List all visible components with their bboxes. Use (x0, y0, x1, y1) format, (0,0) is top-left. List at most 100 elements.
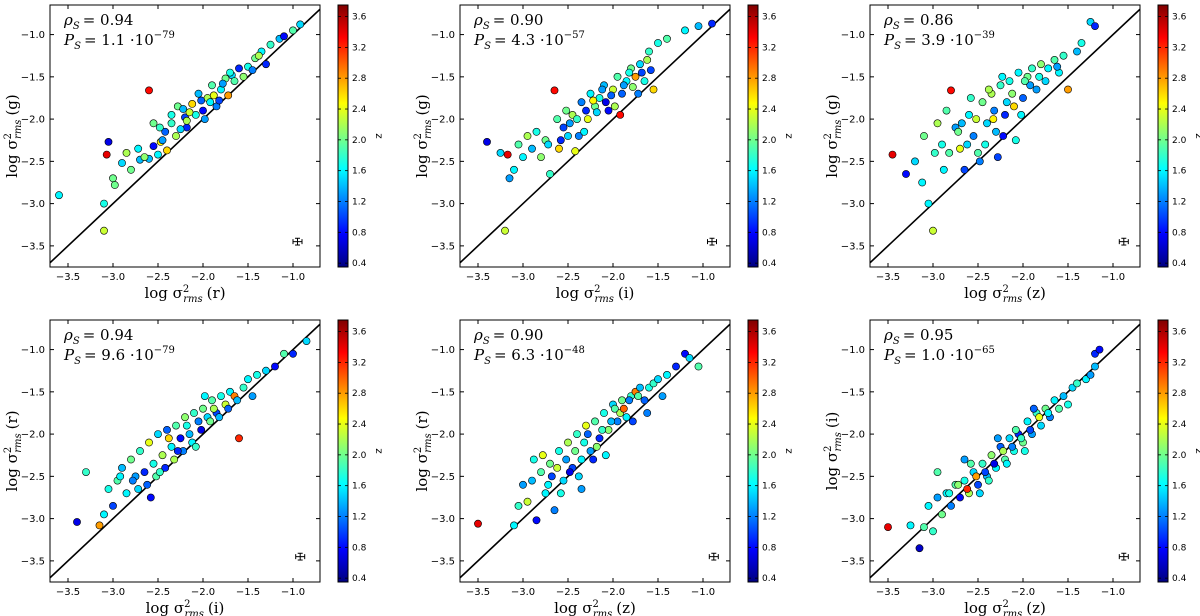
x-tick-label: −1.5 (646, 587, 670, 598)
panel-r_vs_i: −3.5 −3.0 −2.5 −2.0 −1.5 −1.0 −3.5 −3.0 −2.5 −2.0… (3, 319, 384, 616)
y-tick-label: −2.5 (841, 472, 865, 483)
data-point (143, 480, 152, 489)
data-point (127, 455, 135, 464)
plot-frame (459, 319, 731, 583)
data-point (248, 392, 257, 400)
data-point (586, 447, 595, 455)
x-tick-label: −1.5 (1056, 272, 1080, 283)
data-point (933, 119, 942, 128)
x-axis-label: log σ2 rms (z) (964, 599, 1046, 616)
data-point (966, 459, 975, 468)
data-point (564, 132, 572, 140)
data-point (1055, 404, 1063, 413)
data-point (1077, 39, 1086, 47)
data-point (583, 430, 592, 438)
y-tick-label: −2.5 (431, 157, 455, 168)
y-tick-label: −1.0 (21, 345, 45, 356)
data-point (984, 85, 993, 94)
one-to-one-line (460, 323, 730, 579)
spearman-rho: ρS = 0.86 (883, 11, 953, 32)
colorbar-tick-label: 1.2 (762, 198, 776, 208)
plot-frame (49, 319, 321, 583)
colorbar-tick-label: 1.6 (762, 482, 777, 492)
data-point (209, 91, 218, 100)
one-to-one-line (460, 8, 730, 264)
data-point (82, 468, 90, 476)
data-point (501, 226, 509, 235)
colorbar-tick-label: 2.4 (1172, 420, 1187, 430)
typical-error-bar (1118, 552, 1129, 561)
data-point (945, 489, 954, 498)
data-point (601, 98, 610, 107)
panel-g_vs_z: −3.5 −3.0 −2.5 −2.0 −1.5 −1.0 −3.5 −3.0 −2.5 −2.0… (823, 4, 1200, 305)
panel-g_vs_r: −3.5 −3.0 −2.5 −2.0 −1.5 −1.0 −3.5 −3.0 −2.5 −2.0… (3, 4, 384, 305)
spearman-p-value: PS = 9.6 ·10−79 (63, 345, 175, 367)
spearman-rho: ρS = 0.94 (63, 11, 133, 32)
data-point (999, 447, 1008, 455)
colorbar-tick-label: 3.2 (1172, 43, 1186, 53)
data-point (556, 489, 565, 498)
x-tick-label: −2.0 (601, 587, 625, 598)
data-point (164, 434, 173, 443)
data-point (974, 148, 982, 157)
data-point (559, 476, 568, 485)
y-axis-label: log σ2rms(i) (823, 412, 844, 491)
colorbar-tick-label: 1.6 (1172, 482, 1187, 492)
colorbar-tick-label: 2.0 (762, 136, 777, 146)
data-point (172, 421, 180, 430)
x-tick-label: −2.5 (146, 272, 170, 283)
data-point (253, 370, 261, 379)
data-point (528, 144, 536, 153)
colorbar-tick-label: 3.2 (1172, 358, 1186, 368)
data-point (963, 485, 972, 493)
data-point (200, 392, 209, 400)
data-point (145, 86, 153, 95)
data-point (302, 337, 311, 345)
spearman-rho: ρS = 0.90 (473, 326, 543, 347)
data-point (208, 396, 216, 405)
data-point (888, 150, 897, 159)
colorbar-tick-label: 2.4 (1172, 105, 1187, 115)
data-point (1035, 72, 1044, 81)
data-point (580, 438, 589, 447)
x-tick-label: −3.5 (56, 272, 80, 283)
data-point (600, 409, 608, 417)
data-point (176, 434, 185, 443)
data-point (532, 127, 541, 136)
data-point (598, 425, 607, 434)
data-point (1020, 77, 1029, 85)
data-point (235, 434, 243, 443)
y-tick-label: −2.5 (841, 157, 865, 168)
x-axis-label: log σ2 rms (z) (964, 284, 1046, 305)
data-point (565, 119, 574, 128)
data-point (622, 413, 631, 422)
x-tick-label: −1.0 (691, 587, 715, 598)
data-point (654, 375, 662, 384)
data-point (938, 510, 946, 519)
spearman-p-value: PS = 1.0 ·10−65 (883, 345, 995, 367)
y-axis-label: log σ2rms(g) (3, 94, 24, 178)
data-point (646, 66, 655, 74)
data-point (1011, 136, 1020, 145)
data-point (280, 32, 288, 41)
data-point (1073, 47, 1081, 56)
typical-error-bar (1118, 237, 1129, 246)
x-tick-label: −2.0 (1011, 272, 1035, 283)
data-point (514, 140, 523, 149)
data-point (963, 140, 972, 149)
colorbar: 0.4 0.8 1.2 1.6 2.0 2.4 2.8 3.2 3.6 z (1157, 4, 1200, 269)
data-point (1064, 400, 1072, 409)
x-tick-label: −3.5 (876, 587, 900, 598)
data-point (248, 66, 257, 74)
data-point (154, 430, 162, 438)
data-point (618, 89, 626, 98)
data-point (239, 72, 248, 81)
data-point (1059, 392, 1068, 400)
data-point (529, 455, 538, 464)
data-point (215, 96, 224, 105)
x-tick-label: −1.0 (691, 272, 715, 283)
data-point (199, 404, 207, 413)
data-point (938, 140, 946, 149)
data-point (100, 199, 108, 208)
data-point (296, 20, 305, 29)
